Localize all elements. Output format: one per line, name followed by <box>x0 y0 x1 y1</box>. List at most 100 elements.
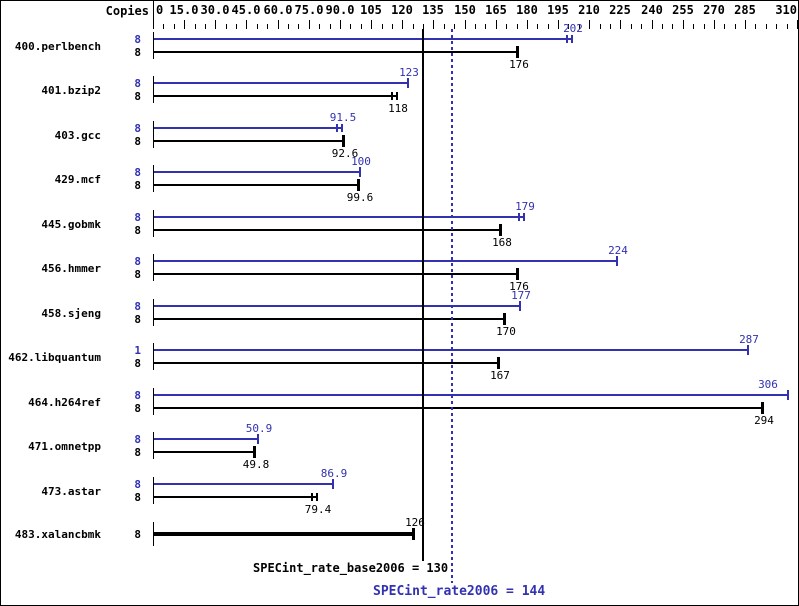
axis-minor-tick <box>787 24 788 29</box>
axis-major-tick <box>215 20 216 29</box>
copies-value: 8 <box>134 135 141 148</box>
axis-minor-tick <box>382 24 383 29</box>
axis-minor-tick <box>195 24 196 29</box>
bar-end-cap <box>787 390 789 400</box>
axis-minor-tick <box>361 24 362 29</box>
peak-bar <box>154 127 343 129</box>
axis-minor-tick <box>755 24 756 29</box>
peak-bar <box>154 305 521 307</box>
axis-major-tick <box>745 20 746 29</box>
bar-value-label: 92.6 <box>331 147 359 160</box>
group-axis-tick <box>153 76 154 103</box>
copies-value: 8 <box>134 528 141 541</box>
axis-tick-label: 180 <box>516 3 538 17</box>
axis-tick-label: 0 <box>156 3 164 17</box>
axis-tick-label: 195 <box>547 3 569 17</box>
peak-bar <box>154 483 334 485</box>
copies-value: 8 <box>134 211 141 224</box>
bar-value-label: 99.6 <box>346 191 374 204</box>
axis-major-tick <box>797 20 798 29</box>
axis-major-tick <box>652 20 653 29</box>
axis-tick-label: 90.0 <box>325 3 355 17</box>
peak-bar <box>154 216 525 218</box>
copies-value: 8 <box>134 166 141 179</box>
copies-value: 8 <box>134 491 141 504</box>
peak-bar <box>154 171 361 173</box>
axis-minor-tick <box>579 24 580 29</box>
axis-minor-tick <box>174 24 175 29</box>
group-axis-tick <box>153 165 154 192</box>
axis-tick-label: 15.0 <box>169 3 199 17</box>
bar-value-label: 179 <box>515 200 535 213</box>
axis-tick-label: 30.0 <box>200 3 230 17</box>
axis-tick-label: 135 <box>422 3 444 17</box>
copies-value: 8 <box>134 478 141 491</box>
copies-value: 8 <box>134 402 141 415</box>
axis-minor-tick <box>693 24 694 29</box>
bar-value-label: 123 <box>399 66 419 79</box>
base-bar <box>154 95 398 97</box>
bar-value-label: 294 <box>754 414 774 427</box>
bar-range-tick <box>336 124 338 132</box>
axis-minor-tick <box>319 24 320 29</box>
axis-tick-label: 210 <box>578 3 600 17</box>
bar-end-cap <box>516 46 519 58</box>
bar-end-cap <box>342 135 345 147</box>
benchmark-name: 400.perlbench <box>14 40 101 53</box>
bar-end-cap <box>519 301 521 311</box>
axis-major-tick <box>278 20 279 29</box>
base-bar <box>154 273 519 275</box>
axis-minor-tick <box>475 24 476 29</box>
bar-end-cap <box>497 357 500 369</box>
axis-major-tick <box>496 20 497 29</box>
base-rate-reference-line <box>422 29 424 561</box>
copies-value: 8 <box>134 313 141 326</box>
benchmark-name: 458.sjeng <box>41 307 101 320</box>
bar-end-cap <box>499 224 502 236</box>
copies-value: 1 <box>134 344 141 357</box>
axis-major-tick <box>402 20 403 29</box>
bar-value-label: 176 <box>509 58 529 71</box>
base-bar <box>154 496 318 498</box>
axis-minor-tick <box>163 24 164 29</box>
axis-tick-label: 60.0 <box>263 3 293 17</box>
axis-major-tick <box>589 20 590 29</box>
axis-major-tick <box>465 20 466 29</box>
bar-value-label: 118 <box>388 102 408 115</box>
base-bar <box>154 451 256 453</box>
peak-bar <box>154 438 259 440</box>
base-bar <box>154 140 345 142</box>
bar-end-cap <box>407 78 409 88</box>
axis-tick-label: 105 <box>360 3 382 17</box>
base-bar <box>154 51 519 53</box>
peak-rate-result-label: SPECint_rate2006 = 144 <box>373 584 546 599</box>
bar-range-tick <box>311 493 313 501</box>
benchmark-name: 473.astar <box>41 485 101 498</box>
benchmark-name: 456.hmmer <box>41 262 101 275</box>
group-axis-tick <box>153 343 154 370</box>
base-bar <box>154 532 415 536</box>
axis-minor-tick <box>631 24 632 29</box>
base-rate-result-label: SPECint_rate_base2006 = 130 <box>253 561 449 575</box>
axis-minor-tick <box>454 24 455 29</box>
benchmark-name: 445.gobmk <box>41 218 101 231</box>
group-axis-tick <box>153 299 154 326</box>
axis-minor-tick <box>226 24 227 29</box>
group-axis-tick <box>153 522 154 546</box>
axis-tick-label: 255 <box>672 3 694 17</box>
axis-major-tick <box>184 20 185 29</box>
axis-minor-tick <box>610 24 611 29</box>
bar-value-label: 287 <box>739 333 759 346</box>
bar-value-label: 50.9 <box>245 422 273 435</box>
group-axis-tick <box>153 121 154 148</box>
axis-minor-tick <box>517 24 518 29</box>
peak-bar <box>154 260 618 262</box>
axis-tick-label: 150 <box>454 3 476 17</box>
bar-value-label: 177 <box>511 289 531 302</box>
axis-minor-tick <box>548 24 549 29</box>
axis-tick-label: 285 <box>734 3 756 17</box>
axis-minor-tick <box>735 24 736 29</box>
bar-end-cap <box>359 167 361 177</box>
axis-major-tick <box>340 20 341 29</box>
axis-tick-label: 270 <box>703 3 725 17</box>
